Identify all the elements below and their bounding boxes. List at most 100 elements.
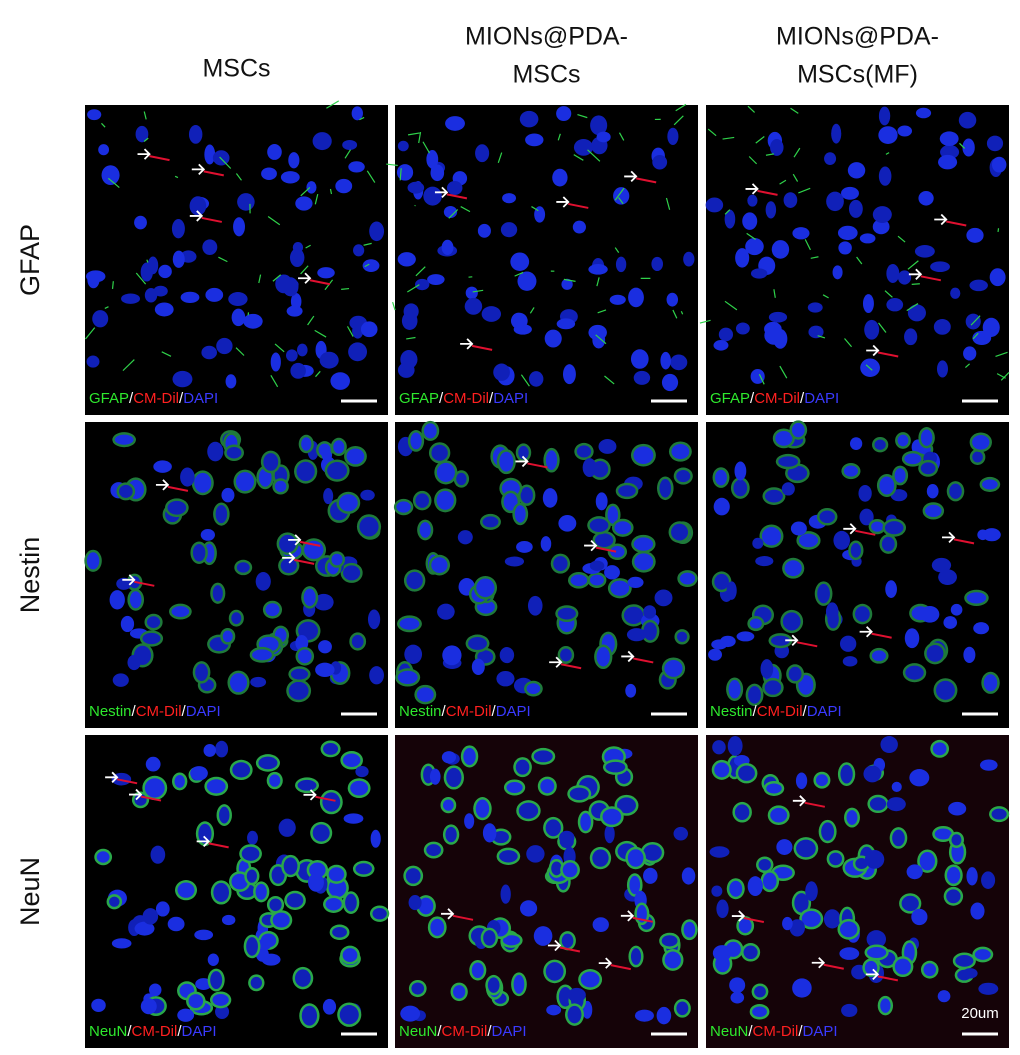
process: [235, 347, 245, 356]
nucleus: [886, 797, 906, 812]
process: [363, 242, 372, 246]
nucleus: [864, 319, 880, 340]
nucleus: [991, 156, 1007, 173]
nucleus: [629, 875, 641, 895]
nucleus: [441, 751, 457, 764]
stain-part: CM-Dil: [753, 1023, 799, 1040]
nucleus: [397, 252, 416, 267]
dil-signal: [946, 220, 967, 227]
nucleus: [271, 866, 285, 884]
nucleus: [297, 779, 317, 791]
stain-part: /: [803, 703, 808, 720]
nucleus: [346, 448, 365, 465]
arrow: [298, 272, 312, 284]
process: [972, 332, 979, 340]
nucleus: [343, 813, 364, 824]
nucleus: [859, 508, 874, 526]
nucleus: [142, 908, 159, 925]
nucleus: [764, 321, 782, 336]
nucleus: [819, 510, 835, 524]
nucleus: [298, 649, 312, 664]
nucleus: [904, 453, 922, 465]
nucleus: [400, 1005, 421, 1022]
nucleus: [229, 673, 248, 693]
stain-part: /: [127, 1023, 132, 1040]
nucleus: [167, 916, 185, 932]
nucleus: [709, 846, 730, 858]
nucleus: [437, 603, 455, 620]
dil-signal: [568, 202, 589, 209]
nucleus: [502, 935, 521, 946]
nucleus: [216, 337, 233, 355]
dil-signal: [149, 155, 170, 162]
process: [597, 309, 607, 314]
nucleus: [839, 635, 857, 652]
arrow: [460, 338, 474, 350]
nucleus: [738, 765, 755, 781]
nucleus: [643, 867, 658, 884]
dil-signal: [610, 964, 631, 971]
nucleus: [464, 813, 475, 829]
process: [817, 335, 826, 339]
nucleus: [296, 461, 315, 482]
nucleus: [500, 222, 518, 238]
nucleus: [148, 983, 162, 997]
nucleus: [533, 750, 553, 763]
nucleus: [177, 882, 195, 898]
process: [386, 163, 398, 167]
nucleus: [109, 590, 125, 610]
nucleus: [323, 742, 339, 755]
stain-part: NeuN: [710, 1023, 748, 1040]
nucleus: [894, 468, 906, 483]
nucleus: [923, 963, 937, 977]
nucleus: [840, 764, 853, 784]
nucleus: [735, 322, 750, 335]
process: [822, 294, 829, 299]
nucleus: [715, 469, 727, 486]
nucleus: [86, 552, 100, 570]
nucleus: [798, 675, 814, 695]
process: [392, 301, 396, 311]
nucleus: [520, 487, 533, 504]
nucleus: [750, 268, 768, 279]
process: [614, 187, 625, 201]
nucleus: [773, 866, 793, 879]
nucleus: [911, 908, 928, 926]
nucleus: [939, 131, 959, 146]
stain-part: GFAP: [710, 390, 750, 407]
nucleus: [477, 223, 491, 238]
nucleus: [243, 313, 263, 329]
nucleus: [456, 472, 467, 486]
nucleus: [833, 530, 851, 550]
nucleus: [342, 139, 358, 150]
stain-label: NeuN/CM-Dil/DAPI: [89, 1023, 217, 1040]
stain-part: CM-Dil: [757, 703, 803, 720]
nucleus: [907, 304, 926, 322]
dil-signal: [823, 963, 844, 970]
dil-signal: [559, 946, 581, 953]
nucleus: [330, 372, 350, 390]
process: [341, 287, 350, 290]
nucleus: [101, 165, 120, 186]
nucleus: [369, 666, 384, 685]
nucleus: [359, 516, 379, 537]
nucleus: [476, 578, 495, 598]
nucleus: [415, 493, 430, 508]
nucleus: [904, 628, 920, 649]
nucleus: [397, 140, 409, 152]
nucleus: [589, 574, 604, 586]
process: [878, 322, 887, 333]
nucleus: [91, 998, 106, 1012]
process: [104, 306, 109, 309]
nucleus: [588, 324, 607, 341]
nucleus: [269, 774, 281, 787]
process: [143, 111, 147, 120]
nucleus: [735, 248, 750, 268]
nucleus: [288, 681, 309, 700]
nucleus: [519, 110, 539, 128]
nucleus: [171, 606, 190, 617]
nucleus: [790, 521, 807, 536]
nucleus: [85, 270, 106, 283]
nucleus: [633, 370, 651, 385]
